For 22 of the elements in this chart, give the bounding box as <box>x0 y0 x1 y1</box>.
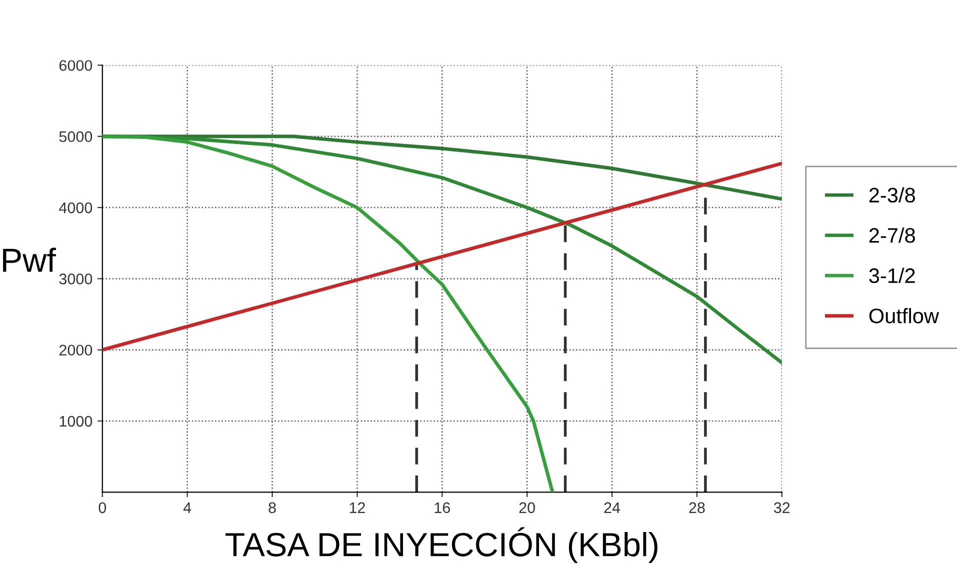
y-tick-label: 6000 <box>59 60 92 71</box>
legend-label: 3-1/2 <box>869 268 915 284</box>
y-tick-label: 2000 <box>59 344 92 356</box>
y-tick-label: 4000 <box>59 202 92 214</box>
x-axis-title: TASA DE INYECCIÓN (KBbl) <box>226 527 658 564</box>
x-tick-label: 8 <box>268 502 276 514</box>
line-series <box>102 134 554 492</box>
x-tick-label: 20 <box>519 502 535 514</box>
legend-label: 2-3/8 <box>869 187 915 203</box>
x-tick-label: 12 <box>350 502 365 513</box>
legend-label: Outflow <box>869 308 940 324</box>
y-tick-label: 5000 <box>59 131 92 142</box>
x-tick-label: 28 <box>689 502 705 514</box>
y-tick-label: 3000 <box>59 274 92 284</box>
x-tick-label: 32 <box>774 502 790 514</box>
x-tick-label: 16 <box>434 502 450 514</box>
y-tick-label: 1000 <box>60 416 92 427</box>
x-tick-label: 24 <box>604 502 620 513</box>
legend-label: 2-7/8 <box>869 228 915 243</box>
y-axis-title: Pwf <box>3 248 56 272</box>
x-tick-label: 4 <box>183 502 192 513</box>
x-tick-label: 0 <box>98 502 106 514</box>
